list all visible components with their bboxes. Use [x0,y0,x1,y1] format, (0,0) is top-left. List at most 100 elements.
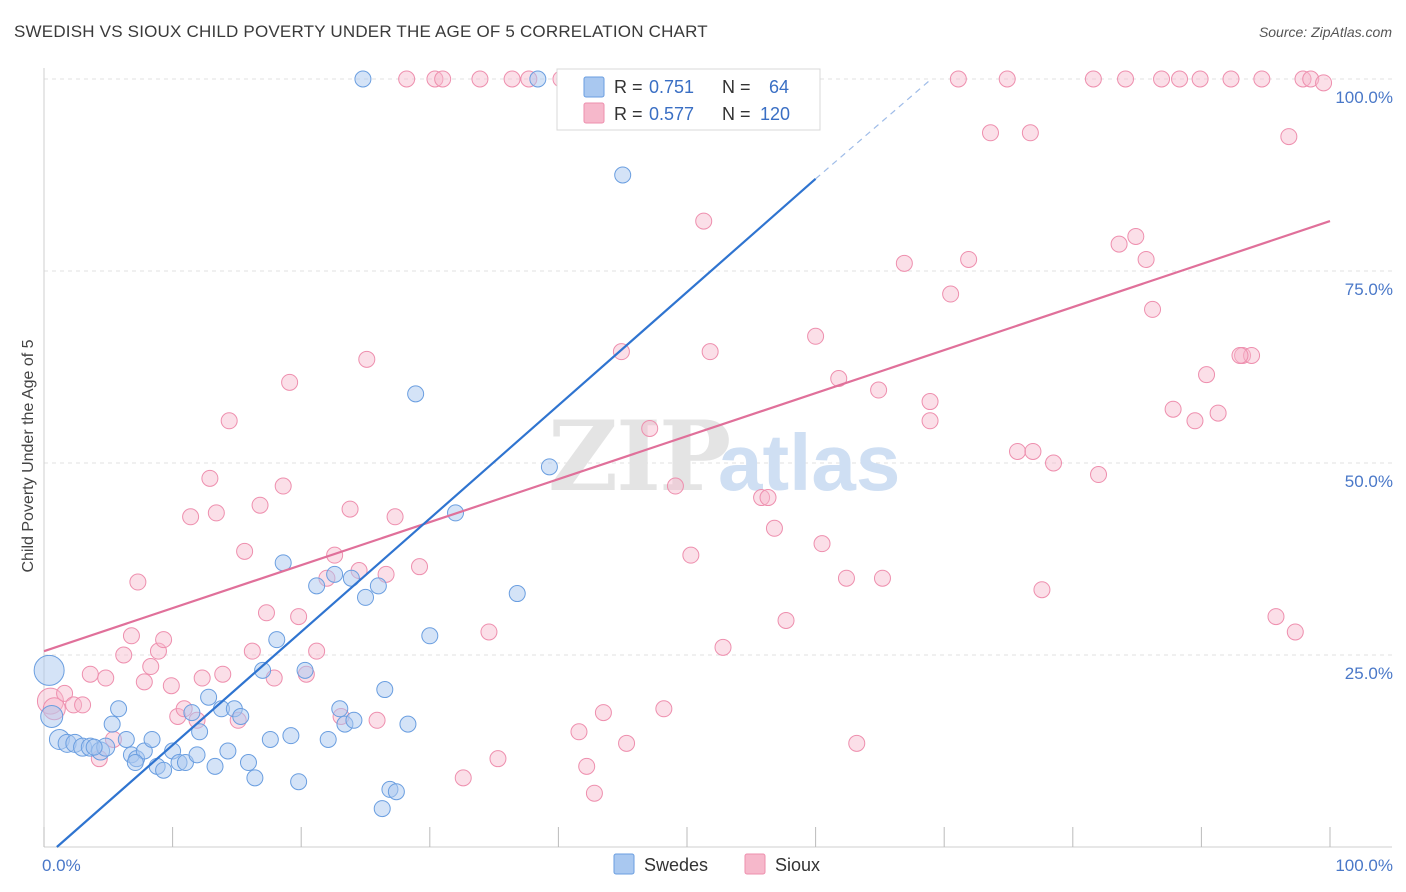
y-tick-label: 75.0% [1345,280,1393,299]
sioux-point [1286,623,1304,641]
sioux-point [618,734,636,752]
swedes-point [239,754,257,772]
watermark-zip: ZIP [548,400,729,513]
y-axis-label: Child Poverty Under the Age of 5 [20,339,37,572]
sioux-point [641,419,659,437]
bottom-legend-swatch-sioux [744,853,766,875]
x-tick-label: 0.0% [42,856,81,875]
swedes-point [331,700,349,718]
sioux-point [122,627,140,645]
swedes-point [319,730,337,748]
sioux-point [1302,70,1320,88]
sioux-point [193,669,211,687]
sioux-point [714,638,732,656]
sioux-point [214,665,232,683]
sioux-point [1033,581,1051,599]
sioux-point [115,646,133,664]
swedes-point [117,730,135,748]
sioux-point [701,343,719,361]
watermark-atlas: atlas [718,418,900,507]
sioux-point [570,723,588,741]
y-tick-labels: 25.0% 50.0% 75.0% 100.0% [1335,88,1393,683]
sioux-point [777,611,795,629]
sioux-point [1171,70,1189,88]
sioux-point [1198,366,1216,384]
sioux-point [489,750,507,768]
sioux-point [434,70,452,88]
sioux-point [1045,454,1063,472]
sioux-point [1191,70,1209,88]
source-label: Source: ZipAtlas.com [1258,24,1392,40]
y-tick-label: 100.0% [1335,88,1393,107]
swedes-point [268,631,286,649]
gridlines [44,78,1392,656]
sioux-point [386,508,404,526]
legend-n-value-swedes: 64 [769,77,789,97]
correlation-legend: R = 0.751 N = 64 R = 0.577 N = 120 [556,68,821,131]
sioux-point [942,285,960,303]
sioux-point [162,677,180,695]
sioux-point [81,665,99,683]
sioux-point [201,469,219,487]
sioux-point [895,254,913,272]
swedes-point [354,70,372,88]
x-tick-labels: 0.0% 100.0% [42,856,1393,875]
sioux-point [870,381,888,399]
sioux-point [155,631,173,649]
legend-n-label-sioux: N = [722,104,751,124]
sioux-point [308,642,326,660]
swedes-point [40,704,64,728]
swedes-point [219,742,237,760]
y-tick-label: 50.0% [1345,472,1393,491]
sioux-point [1090,466,1108,484]
sioux-point [1280,128,1298,146]
swedes-point [407,385,425,403]
swedes-point [183,704,201,722]
sioux-point [411,558,429,576]
sioux-point [949,70,967,88]
swedes-point [282,727,300,745]
sioux-point [129,573,147,591]
swedes-points [33,70,632,818]
sioux-point [578,757,596,775]
sioux-point [1267,608,1285,626]
swedes-point [188,746,206,764]
sioux-point [1153,70,1171,88]
swedes-point [191,723,209,741]
swedes-point [308,577,326,595]
sioux-point [921,412,939,430]
sioux-point [695,212,713,230]
swedes-point [200,688,218,706]
swedes-point [143,730,161,748]
sioux-point [97,669,115,687]
sioux-point [220,412,238,430]
sioux-point [142,658,160,676]
swedes-point [614,166,632,184]
sioux-point [236,542,254,560]
sioux-point [135,673,153,691]
legend-r-label-swedes: R = [614,77,643,97]
x-tick-label: 100.0% [1335,856,1393,875]
swedes-point [345,711,363,729]
sioux-point [281,373,299,391]
sioux-point [56,684,74,702]
sioux-point [1137,250,1155,268]
sioux-point [848,734,866,752]
sioux-point [243,642,261,660]
swedes-point [103,715,121,733]
swedes-point [261,730,279,748]
swedes-point [33,654,65,686]
swedes-point [296,661,314,679]
swedes-point [357,588,374,606]
sioux-point [1253,70,1271,88]
sioux-point [655,700,673,718]
sioux-point [765,519,783,537]
sioux-point [1164,400,1182,418]
swedes-point [387,783,405,801]
swedes-point [246,769,264,787]
bottom-legend-label-sioux: Sioux [775,855,820,875]
legend-n-value-sioux: 120 [760,104,790,124]
sioux-point [1186,412,1204,430]
swedes-point [376,681,394,699]
sioux-point [594,704,612,722]
